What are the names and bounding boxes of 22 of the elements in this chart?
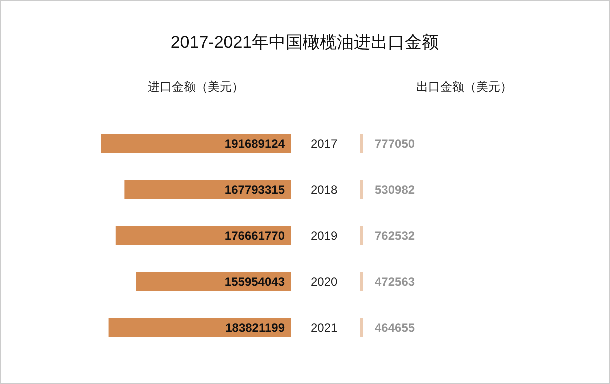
y-tick-label: 2018 — [311, 183, 338, 197]
y-tick-label: 2019 — [311, 229, 338, 243]
y-tick-label: 2020 — [311, 275, 338, 289]
data-label: 191689124 — [224, 137, 286, 151]
text: 进口金额（美元） — [148, 80, 244, 94]
data-label: 176661770 — [224, 229, 286, 243]
data-label: 464655 — [375, 321, 416, 335]
y-tick-label: 2021 — [311, 321, 338, 335]
data-label: 183821199 — [226, 321, 286, 335]
data-label: 167793315 — [224, 183, 286, 197]
data-label: 762532 — [375, 229, 416, 243]
bar — [101, 134, 291, 154]
data-label: 155954043 — [224, 275, 286, 289]
bar — [108, 318, 291, 338]
bar — [124, 180, 291, 200]
text: 出口金额（美元） — [416, 80, 512, 94]
y-tick-label: 2017 — [311, 137, 338, 151]
data-label: 777050 — [375, 137, 416, 151]
chart-title: 2017-2021年中国橄榄油进出口金额 — [170, 33, 440, 52]
data-label: 530982 — [375, 183, 416, 197]
bar — [116, 226, 291, 246]
data-label: 472563 — [375, 275, 416, 289]
